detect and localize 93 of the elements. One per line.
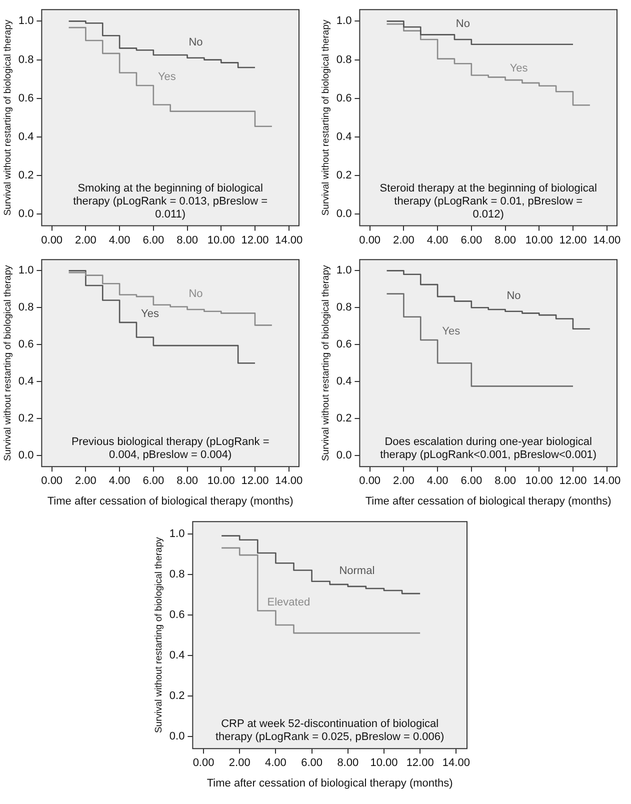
x-tick-label: 12.00 — [559, 234, 587, 246]
x-tick-label: 2.00 — [74, 234, 96, 246]
series-label: Yes — [158, 70, 176, 83]
x-tick-label: 8.00 — [494, 475, 516, 488]
y-axis-title: Survival without restarting of biological therapy — [320, 20, 332, 216]
x-tick-label: 10.00 — [370, 757, 398, 770]
x-tick-label: 6.00 — [460, 475, 482, 488]
x-tick-label: 14.00 — [593, 475, 621, 488]
x-tick-label: 0.00 — [192, 757, 214, 770]
y-tick-label: 1.0 — [168, 528, 184, 540]
x-tick-label: 10.00 — [207, 475, 235, 488]
series-label: Yes — [442, 326, 461, 338]
y-tick-label: 0.8 — [336, 54, 352, 66]
annotation: Previous biological therapy (pLogRank = 0.004, pBreslow = 0.004) — [71, 436, 270, 462]
x-tick-label: 6.00 — [142, 234, 164, 246]
x-tick-label: 6.00 — [300, 757, 322, 770]
x-tick-label: 0.00 — [359, 475, 381, 488]
y-tick-label: 0.6 — [168, 608, 184, 621]
series-label: Elevated — [266, 596, 310, 608]
y-axis-title: Survival without restarting of biological therapy — [2, 20, 14, 216]
x-tick-label: 12.00 — [406, 757, 434, 770]
x-tick-label: 2.00 — [392, 234, 414, 246]
y-axis-title: Survival without restarting of biological therapy — [152, 536, 164, 734]
y-tick-label: 0.4 — [18, 376, 34, 388]
y-tick-label: 0.6 — [18, 92, 34, 104]
x-tick-label: 12.00 — [241, 234, 269, 246]
y-tick-label: 0.0 — [18, 208, 34, 220]
series-label: No — [456, 18, 470, 30]
y-tick-label: 0.0 — [336, 208, 352, 220]
x-tick-label: 4.00 — [264, 757, 286, 770]
y-tick-label: 0.2 — [18, 170, 34, 182]
x-axis-title: Time after cessation of biological therapy (months) — [206, 777, 452, 790]
y-tick-label: 0.2 — [336, 412, 352, 425]
x-tick-label: 14.00 — [275, 234, 303, 246]
x-tick-label: 2.00 — [74, 475, 96, 488]
x-tick-label: 4.00 — [426, 234, 448, 246]
y-tick-label: 1.0 — [18, 15, 34, 28]
series-label: Yes — [510, 62, 528, 75]
y-tick-label: 0.8 — [168, 568, 184, 580]
series-label: No — [188, 36, 203, 48]
series-label: Yes — [141, 308, 160, 320]
x-tick-label: 14.00 — [442, 757, 470, 770]
x-tick-label: 4.00 — [426, 475, 448, 488]
series-label: No — [188, 288, 203, 300]
annotation: Smoking at the beginning of biological therapy (pLogRank = 0.013, pBreslow = 0.011) — [73, 182, 268, 220]
x-tick-label: 0.00 — [359, 234, 381, 246]
y-tick-label: 0.6 — [18, 338, 34, 351]
x-tick-label: 2.00 — [228, 757, 250, 770]
y-tick-label: 0.2 — [18, 412, 34, 425]
y-tick-label: 0.8 — [336, 302, 352, 314]
x-tick-label: 14.00 — [593, 234, 621, 246]
x-axis-title: Time after cessation of biological therapy (months) — [47, 495, 294, 508]
x-tick-label: 0.00 — [41, 475, 63, 488]
annotation: CRP at week 52-discontinuation of biological therapy (pLogRank = 0.025, pBreslow = 0.006) — [214, 718, 444, 744]
x-tick-label: 6.00 — [142, 475, 164, 488]
x-tick-label: 10.00 — [525, 475, 553, 488]
y-axis-title: Survival without restarting of biological therapy — [2, 264, 14, 462]
x-tick-label: 10.00 — [207, 234, 235, 246]
x-tick-label: 6.00 — [460, 234, 482, 246]
annotation: Does escalation during one-year biological therapy (pLogRank<0.001, pBreslow<0.001) — [380, 436, 597, 462]
y-tick-label: 0.0 — [336, 450, 352, 462]
x-tick-label: 8.00 — [336, 757, 358, 770]
x-tick-label: 8.00 — [176, 475, 198, 488]
x-tick-label: 8.00 — [494, 234, 516, 246]
y-tick-label: 1.0 — [336, 15, 352, 28]
y-axis-title: Survival without restarting of biological therapy — [320, 264, 332, 462]
y-tick-label: 1.0 — [18, 264, 34, 277]
x-tick-label: 14.00 — [275, 475, 303, 488]
y-tick-label: 0.0 — [168, 730, 184, 742]
y-tick-label: 0.4 — [336, 131, 352, 144]
x-tick-label: 4.00 — [108, 234, 130, 246]
x-tick-label: 2.00 — [392, 475, 414, 488]
y-tick-label: 0.8 — [18, 54, 34, 66]
x-tick-label: 4.00 — [108, 475, 130, 488]
annotation: Steroid therapy at the beginning of biological therapy (pLogRank = 0.01, pBreslow = 0.012) — [380, 182, 597, 220]
x-tick-label: 12.00 — [241, 475, 269, 488]
x-tick-label: 12.00 — [559, 475, 587, 488]
y-tick-label: 0.6 — [336, 92, 352, 104]
y-tick-label: 0.4 — [18, 131, 34, 144]
y-tick-label: 0.2 — [336, 170, 352, 182]
x-tick-label: 0.00 — [41, 234, 63, 246]
y-tick-label: 0.4 — [168, 649, 184, 662]
series-label: No — [506, 290, 521, 302]
y-tick-label: 0.2 — [168, 690, 184, 702]
y-tick-label: 0.0 — [18, 450, 34, 462]
y-tick-label: 1.0 — [336, 264, 352, 277]
x-tick-label: 10.00 — [525, 234, 553, 246]
y-tick-label: 0.4 — [336, 376, 352, 388]
x-axis-title: Time after cessation of biological therapy (months) — [365, 495, 612, 508]
y-tick-label: 0.6 — [336, 338, 352, 351]
series-label: Normal — [338, 564, 374, 577]
y-tick-label: 0.8 — [18, 302, 34, 314]
x-tick-label: 8.00 — [176, 234, 198, 246]
